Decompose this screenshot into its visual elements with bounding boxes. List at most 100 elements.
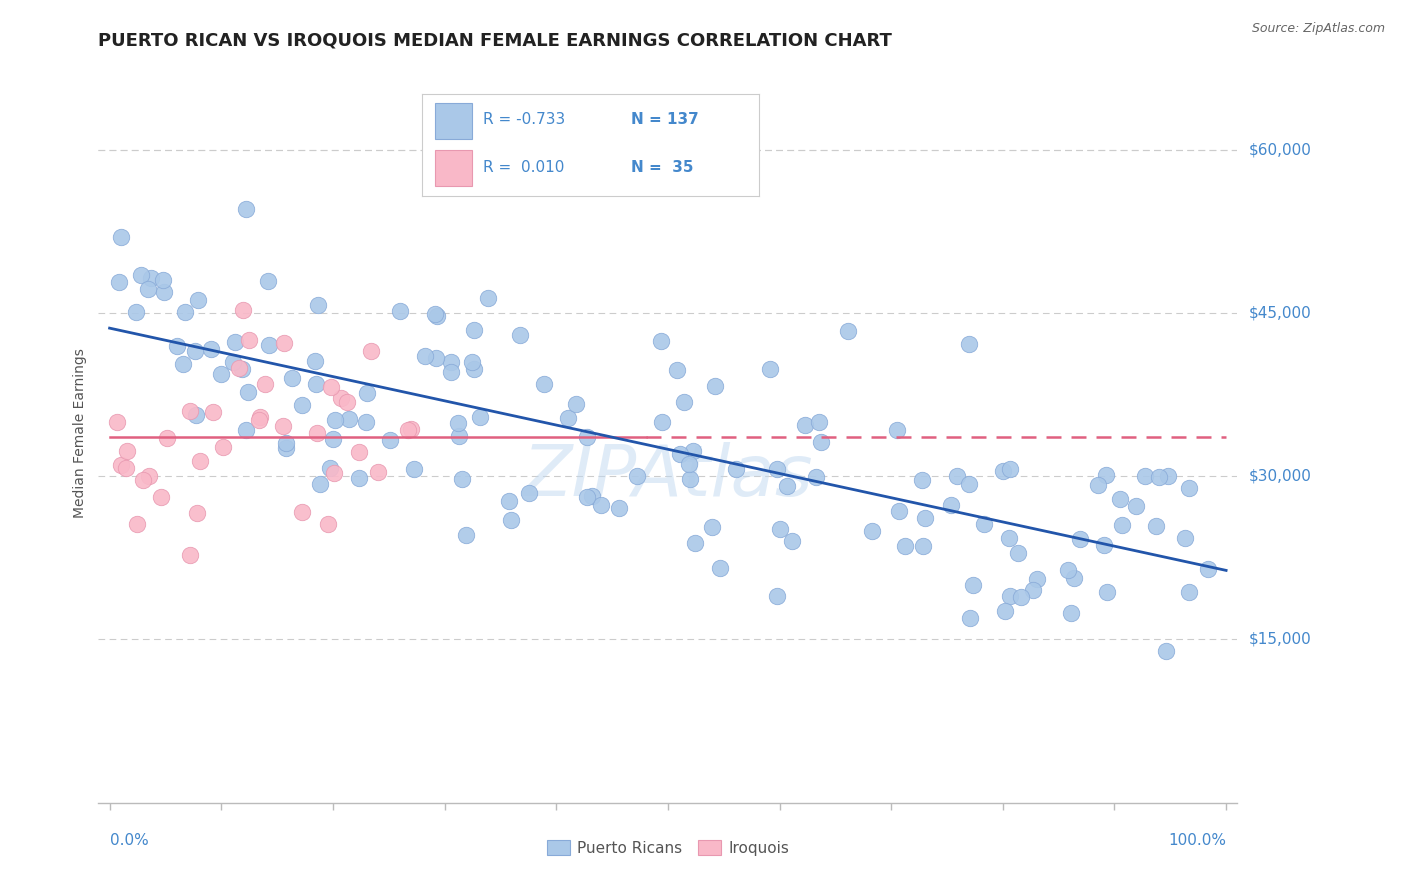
Point bbox=[994, 604, 1017, 618]
Point bbox=[1111, 517, 1133, 532]
Point bbox=[366, 466, 388, 480]
Point bbox=[337, 411, 360, 425]
Point bbox=[316, 516, 339, 531]
Point bbox=[360, 343, 382, 358]
Point bbox=[914, 511, 936, 525]
Point bbox=[166, 339, 188, 353]
Point bbox=[439, 355, 461, 369]
Point bbox=[309, 477, 332, 491]
Point bbox=[1021, 583, 1043, 598]
Point bbox=[993, 464, 1015, 478]
Point bbox=[1010, 590, 1032, 604]
Point bbox=[810, 434, 832, 449]
Point bbox=[887, 503, 910, 517]
Text: $15,000: $15,000 bbox=[1249, 632, 1312, 647]
Point bbox=[152, 273, 174, 287]
Point bbox=[247, 412, 270, 426]
Point bbox=[679, 472, 702, 486]
Point bbox=[1149, 470, 1171, 484]
Text: 0.0%: 0.0% bbox=[110, 833, 149, 848]
Point bbox=[837, 324, 859, 338]
Point bbox=[1157, 469, 1180, 483]
Text: R = -0.733: R = -0.733 bbox=[482, 112, 565, 128]
Point bbox=[228, 361, 250, 376]
Point bbox=[291, 505, 314, 519]
Point bbox=[319, 460, 342, 475]
Point bbox=[607, 501, 630, 516]
Point bbox=[330, 391, 353, 405]
Point bbox=[404, 461, 426, 475]
Point bbox=[1133, 469, 1156, 483]
Point bbox=[450, 472, 472, 486]
Point bbox=[780, 533, 803, 548]
Bar bbox=[436, 103, 472, 139]
Point bbox=[184, 343, 207, 358]
Point bbox=[172, 357, 194, 371]
Point bbox=[347, 445, 370, 459]
Point bbox=[136, 281, 159, 295]
Point bbox=[565, 397, 588, 411]
Point bbox=[129, 268, 152, 282]
Point bbox=[1154, 644, 1177, 658]
Point bbox=[396, 423, 419, 437]
Point bbox=[232, 303, 254, 318]
Point bbox=[179, 549, 201, 563]
Point bbox=[591, 498, 613, 512]
Point bbox=[274, 442, 297, 456]
Point bbox=[957, 477, 980, 491]
Text: PUERTO RICAN VS IROQUOIS MEDIAN FEMALE EARNINGS CORRELATION CHART: PUERTO RICAN VS IROQUOIS MEDIAN FEMALE E… bbox=[98, 32, 893, 50]
Point bbox=[860, 524, 883, 538]
Text: $30,000: $30,000 bbox=[1249, 468, 1312, 483]
Point bbox=[776, 479, 799, 493]
Point bbox=[886, 423, 908, 437]
Point bbox=[1063, 571, 1085, 585]
Point bbox=[962, 578, 984, 592]
Point bbox=[576, 490, 599, 504]
Point bbox=[911, 473, 934, 487]
Point bbox=[323, 467, 346, 481]
Point bbox=[460, 355, 482, 369]
Point bbox=[125, 305, 148, 319]
Point bbox=[709, 560, 731, 574]
Point bbox=[291, 398, 314, 412]
Text: N =  35: N = 35 bbox=[631, 160, 693, 175]
Point bbox=[704, 379, 727, 393]
Point bbox=[893, 539, 915, 553]
Point bbox=[1097, 585, 1119, 599]
Point bbox=[1197, 562, 1219, 576]
Point bbox=[209, 367, 232, 381]
Point bbox=[426, 310, 449, 324]
Point bbox=[110, 458, 132, 473]
Point bbox=[323, 413, 346, 427]
Point bbox=[666, 363, 689, 377]
Point bbox=[231, 362, 253, 376]
Point bbox=[235, 423, 257, 437]
Point bbox=[423, 307, 446, 321]
Point bbox=[188, 454, 211, 468]
Point bbox=[973, 517, 995, 532]
Point bbox=[1057, 563, 1080, 577]
Point bbox=[509, 328, 531, 343]
Point bbox=[765, 462, 787, 476]
Point bbox=[413, 349, 436, 363]
Point bbox=[581, 489, 603, 503]
Point bbox=[1007, 546, 1029, 560]
Point bbox=[941, 498, 963, 512]
Point bbox=[322, 432, 344, 446]
Point bbox=[650, 334, 672, 349]
Point bbox=[804, 470, 827, 484]
Point bbox=[1095, 468, 1118, 483]
Point bbox=[200, 342, 222, 356]
Point bbox=[1087, 477, 1109, 491]
Point bbox=[498, 494, 520, 508]
Point bbox=[273, 335, 295, 350]
Point bbox=[517, 485, 540, 500]
Point bbox=[307, 297, 329, 311]
Point bbox=[253, 377, 276, 392]
Point bbox=[187, 293, 209, 307]
Point bbox=[808, 416, 831, 430]
Point bbox=[155, 431, 177, 445]
Point bbox=[946, 469, 969, 483]
Point bbox=[447, 416, 470, 430]
Point bbox=[1178, 584, 1201, 599]
